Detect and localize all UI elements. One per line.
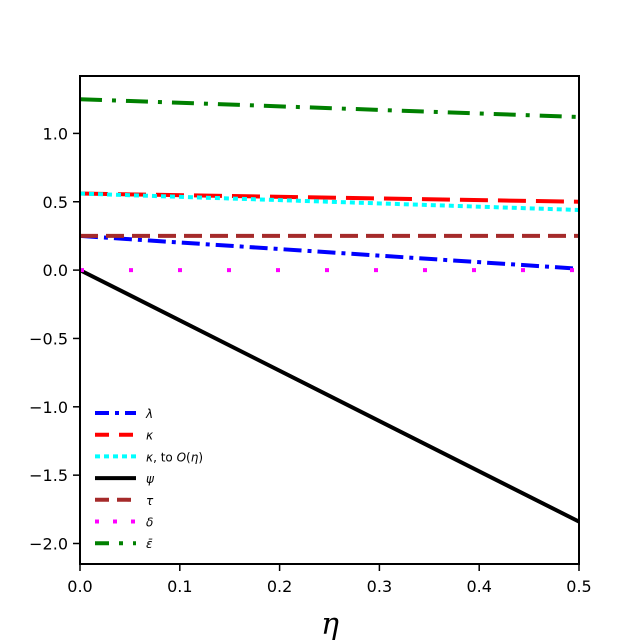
x-tick-label: 0.0 [67, 577, 92, 596]
y-tick-label: −1.0 [29, 398, 68, 417]
legend-label-2: κ, to O(η) [146, 450, 203, 464]
y-tick-label: −1.5 [29, 466, 68, 485]
legend-label-1: κ [146, 429, 154, 443]
legend-label-5: δ [146, 516, 153, 530]
legend-label-3: ψ [146, 472, 155, 486]
legend-label-6: ε̄ [146, 537, 153, 551]
series-layer [79, 97, 580, 524]
x-tick-label: 0.4 [466, 577, 491, 596]
y-tick-label: 0.0 [43, 261, 68, 280]
legend-label-4: τ [146, 494, 154, 508]
legend-label-0: λ [145, 407, 153, 421]
legend: λκ κ, to O(η) ψτδ ε̄ [95, 407, 203, 551]
series-line-0 [79, 233, 580, 271]
y-tick-label: −2.0 [29, 534, 68, 553]
x-tick-label: 0.1 [167, 577, 192, 596]
series-line-2 [79, 191, 580, 212]
plot-frame [79, 75, 580, 565]
y-tick-label: 0.5 [43, 193, 68, 212]
x-tick-label: 0.5 [566, 577, 591, 596]
x-axis-label: η [321, 607, 339, 642]
series-line-6 [79, 97, 580, 120]
x-tick-label: 0.2 [267, 577, 292, 596]
ticks-layer: 0.0 0.1 0.2 0.3 0.4 0.5 −2.0 −1.5 −1.0 −0.5 0.0 0.5… [29, 124, 592, 596]
y-tick-label: −0.5 [29, 329, 68, 348]
series-line-3 [79, 268, 580, 524]
x-tick-label: 0.3 [367, 577, 392, 596]
y-tick-label: 1.0 [43, 124, 68, 143]
